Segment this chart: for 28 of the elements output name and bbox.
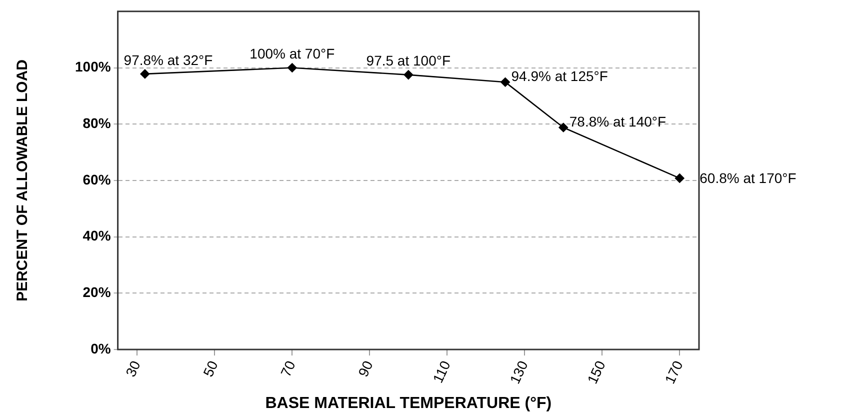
annotation: 100% at 70°F [250, 46, 335, 62]
annotation: 97.8% at 32°F [124, 52, 213, 68]
y-tick-label: 100% [74, 58, 112, 75]
x-tick-label: 70 [277, 358, 298, 380]
x-tick-label: 90 [354, 358, 376, 380]
point [140, 69, 150, 79]
x-tick-label: 110 [429, 358, 454, 386]
y-tick-label: 0% [90, 340, 112, 356]
x-axis-title: BASE MATERIAL TEMPERATURE (°F) [265, 394, 552, 412]
annotation: 60.8% at 170°F [700, 170, 796, 186]
y-axis-title: PERCENT OF ALLOWABLE LOAD [14, 59, 32, 302]
annotation: 78.8% at 140°F [569, 113, 666, 130]
annotation: 94.9% at 125°F [511, 68, 608, 84]
x-tick-label: 130 [506, 358, 531, 386]
point [558, 122, 568, 132]
y-tick-label: 20% [82, 284, 112, 300]
x-tick-label: 50 [200, 358, 221, 380]
point [404, 70, 414, 80]
x-tick-label: 30 [122, 358, 144, 380]
y-tick-label: 80% [82, 114, 112, 131]
y-tick-label: 40% [82, 228, 112, 244]
point [674, 174, 684, 183]
annotation: 97.5 at 100°F [366, 52, 451, 69]
x-tick-label: 170 [661, 358, 686, 386]
y-tick-label: 60% [82, 171, 112, 188]
point [288, 63, 297, 72]
x-tick-label: 150 [584, 358, 608, 386]
point [500, 77, 510, 87]
